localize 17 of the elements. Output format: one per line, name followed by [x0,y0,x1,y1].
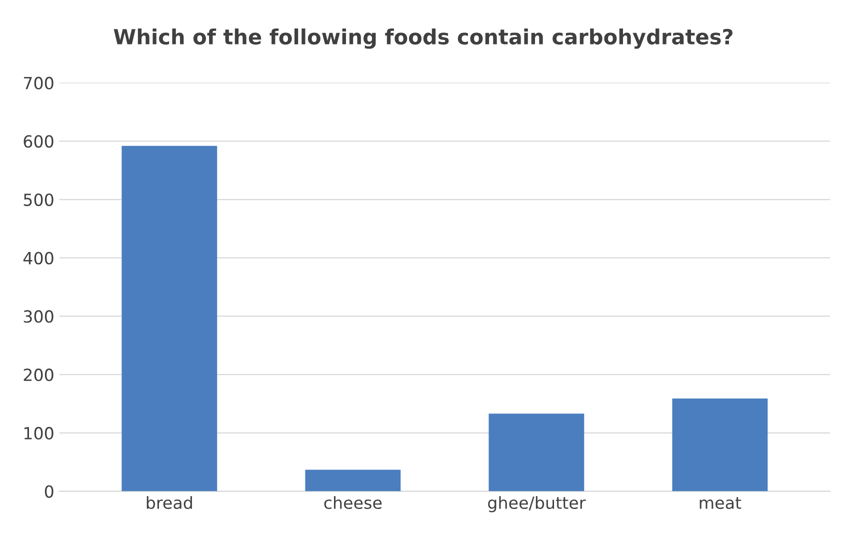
y-tick-label: 700 [24,76,54,90]
y-tick-label: 0 [44,485,54,498]
y-tick-label: 300 [24,310,54,323]
y-tick-label: 100 [24,426,54,440]
x-tick-label: ghee/butter [488,496,586,512]
y-tick-label: 400 [23,252,54,264]
bar [672,398,768,492]
y-tick-label: 500 [24,193,54,206]
y-tick-label: 200 [24,368,54,382]
x-tick-label: bread [146,496,192,510]
x-tick-label: cheese [324,496,382,510]
bar [122,146,218,492]
x-tick-label: meat [700,497,742,510]
bar [488,414,584,492]
bar [305,470,401,492]
y-tick-label: 600 [24,135,54,148]
chart-title: Which of the following foods contain carbohydrates? [114,28,732,49]
